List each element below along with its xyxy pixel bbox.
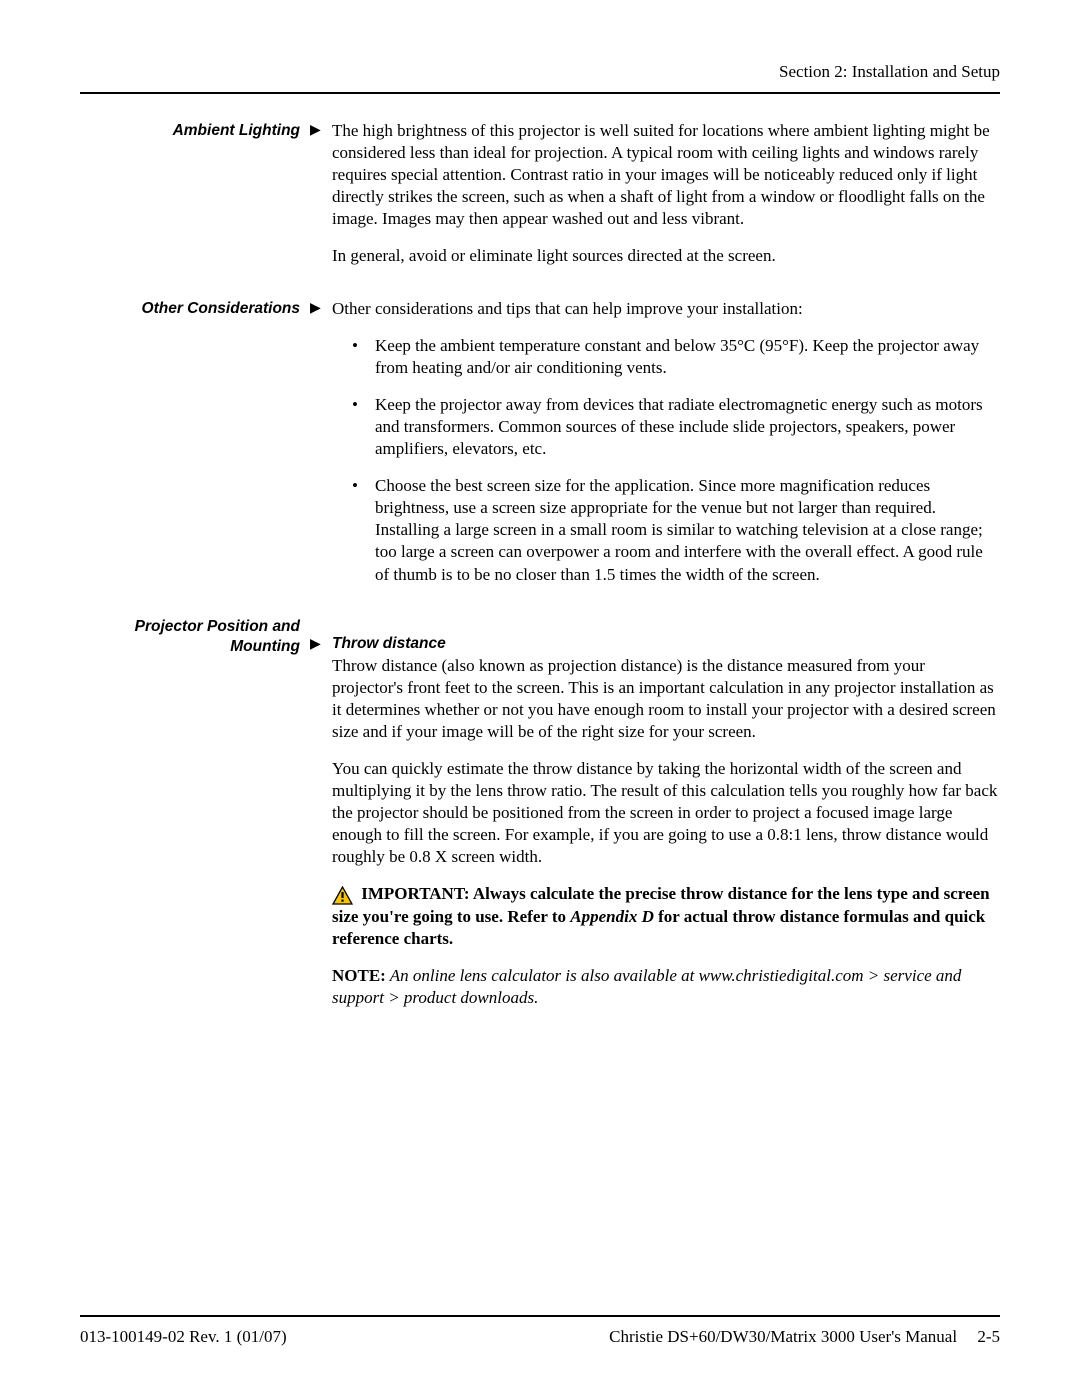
section-body: Other considerations and tips that can h…	[332, 298, 1000, 601]
page-footer: 013-100149-02 Rev. 1 (01/07) Christie DS…	[80, 1327, 1000, 1347]
footer-doc-id: 013-100149-02 Rev. 1 (01/07)	[80, 1327, 287, 1347]
footer-right: Christie DS+60/DW30/Matrix 3000 User's M…	[609, 1327, 1000, 1347]
list-item: Keep the projector away from devices tha…	[352, 394, 1000, 460]
list-item: Keep the ambient temperature constant an…	[352, 335, 1000, 379]
paragraph: Throw distance (also known as projection…	[332, 655, 1000, 743]
note-body: An online lens calculator is also availa…	[332, 966, 961, 1007]
list-item: Choose the best screen size for the appl…	[352, 475, 1000, 585]
warning-icon	[332, 886, 353, 905]
section-body: The high brightness of this projector is…	[332, 120, 1000, 283]
section-heading-col: Ambient Lighting	[80, 120, 310, 283]
heading-mounting: Projector Position and Mounting	[135, 618, 300, 655]
section-mounting: Projector Position and Mounting ▶ Throw …	[80, 616, 1000, 1024]
section-header: Section 2: Installation and Setup	[779, 62, 1000, 82]
heading-other: Other Considerations	[142, 300, 300, 317]
subheading-throw: Throw distance	[332, 635, 1000, 653]
paragraph: In general, avoid or eliminate light sou…	[332, 245, 1000, 267]
paragraph: You can quickly estimate the throw dista…	[332, 758, 1000, 868]
bullet-list: Keep the ambient temperature constant an…	[332, 335, 1000, 586]
page-content: Ambient Lighting ▶ The high brightness o…	[80, 120, 1000, 1039]
header-rule	[80, 92, 1000, 94]
pointer-icon: ▶	[310, 298, 332, 601]
section-heading-col: Other Considerations	[80, 298, 310, 601]
note-paragraph: NOTE: An online lens calculator is also …	[332, 965, 1000, 1009]
important-note: IMPORTANT: Always calculate the precise …	[332, 883, 1000, 949]
pointer-icon: ▶	[310, 120, 332, 283]
footer-rule	[80, 1315, 1000, 1317]
footer-page-number: 2-5	[977, 1327, 1000, 1346]
section-heading-col: Projector Position and Mounting	[80, 616, 310, 1024]
note-label: NOTE:	[332, 966, 386, 985]
heading-ambient: Ambient Lighting	[173, 122, 300, 139]
section-ambient: Ambient Lighting ▶ The high brightness o…	[80, 120, 1000, 283]
important-appendix: Appendix D	[570, 907, 654, 926]
section-body: Throw distance Throw distance (also know…	[332, 616, 1000, 1024]
paragraph: The high brightness of this projector is…	[332, 120, 1000, 230]
footer-manual-title: Christie DS+60/DW30/Matrix 3000 User's M…	[609, 1327, 957, 1346]
pointer-icon: ▶	[310, 616, 332, 1024]
section-other: Other Considerations ▶ Other considerati…	[80, 298, 1000, 601]
paragraph: Other considerations and tips that can h…	[332, 298, 1000, 320]
